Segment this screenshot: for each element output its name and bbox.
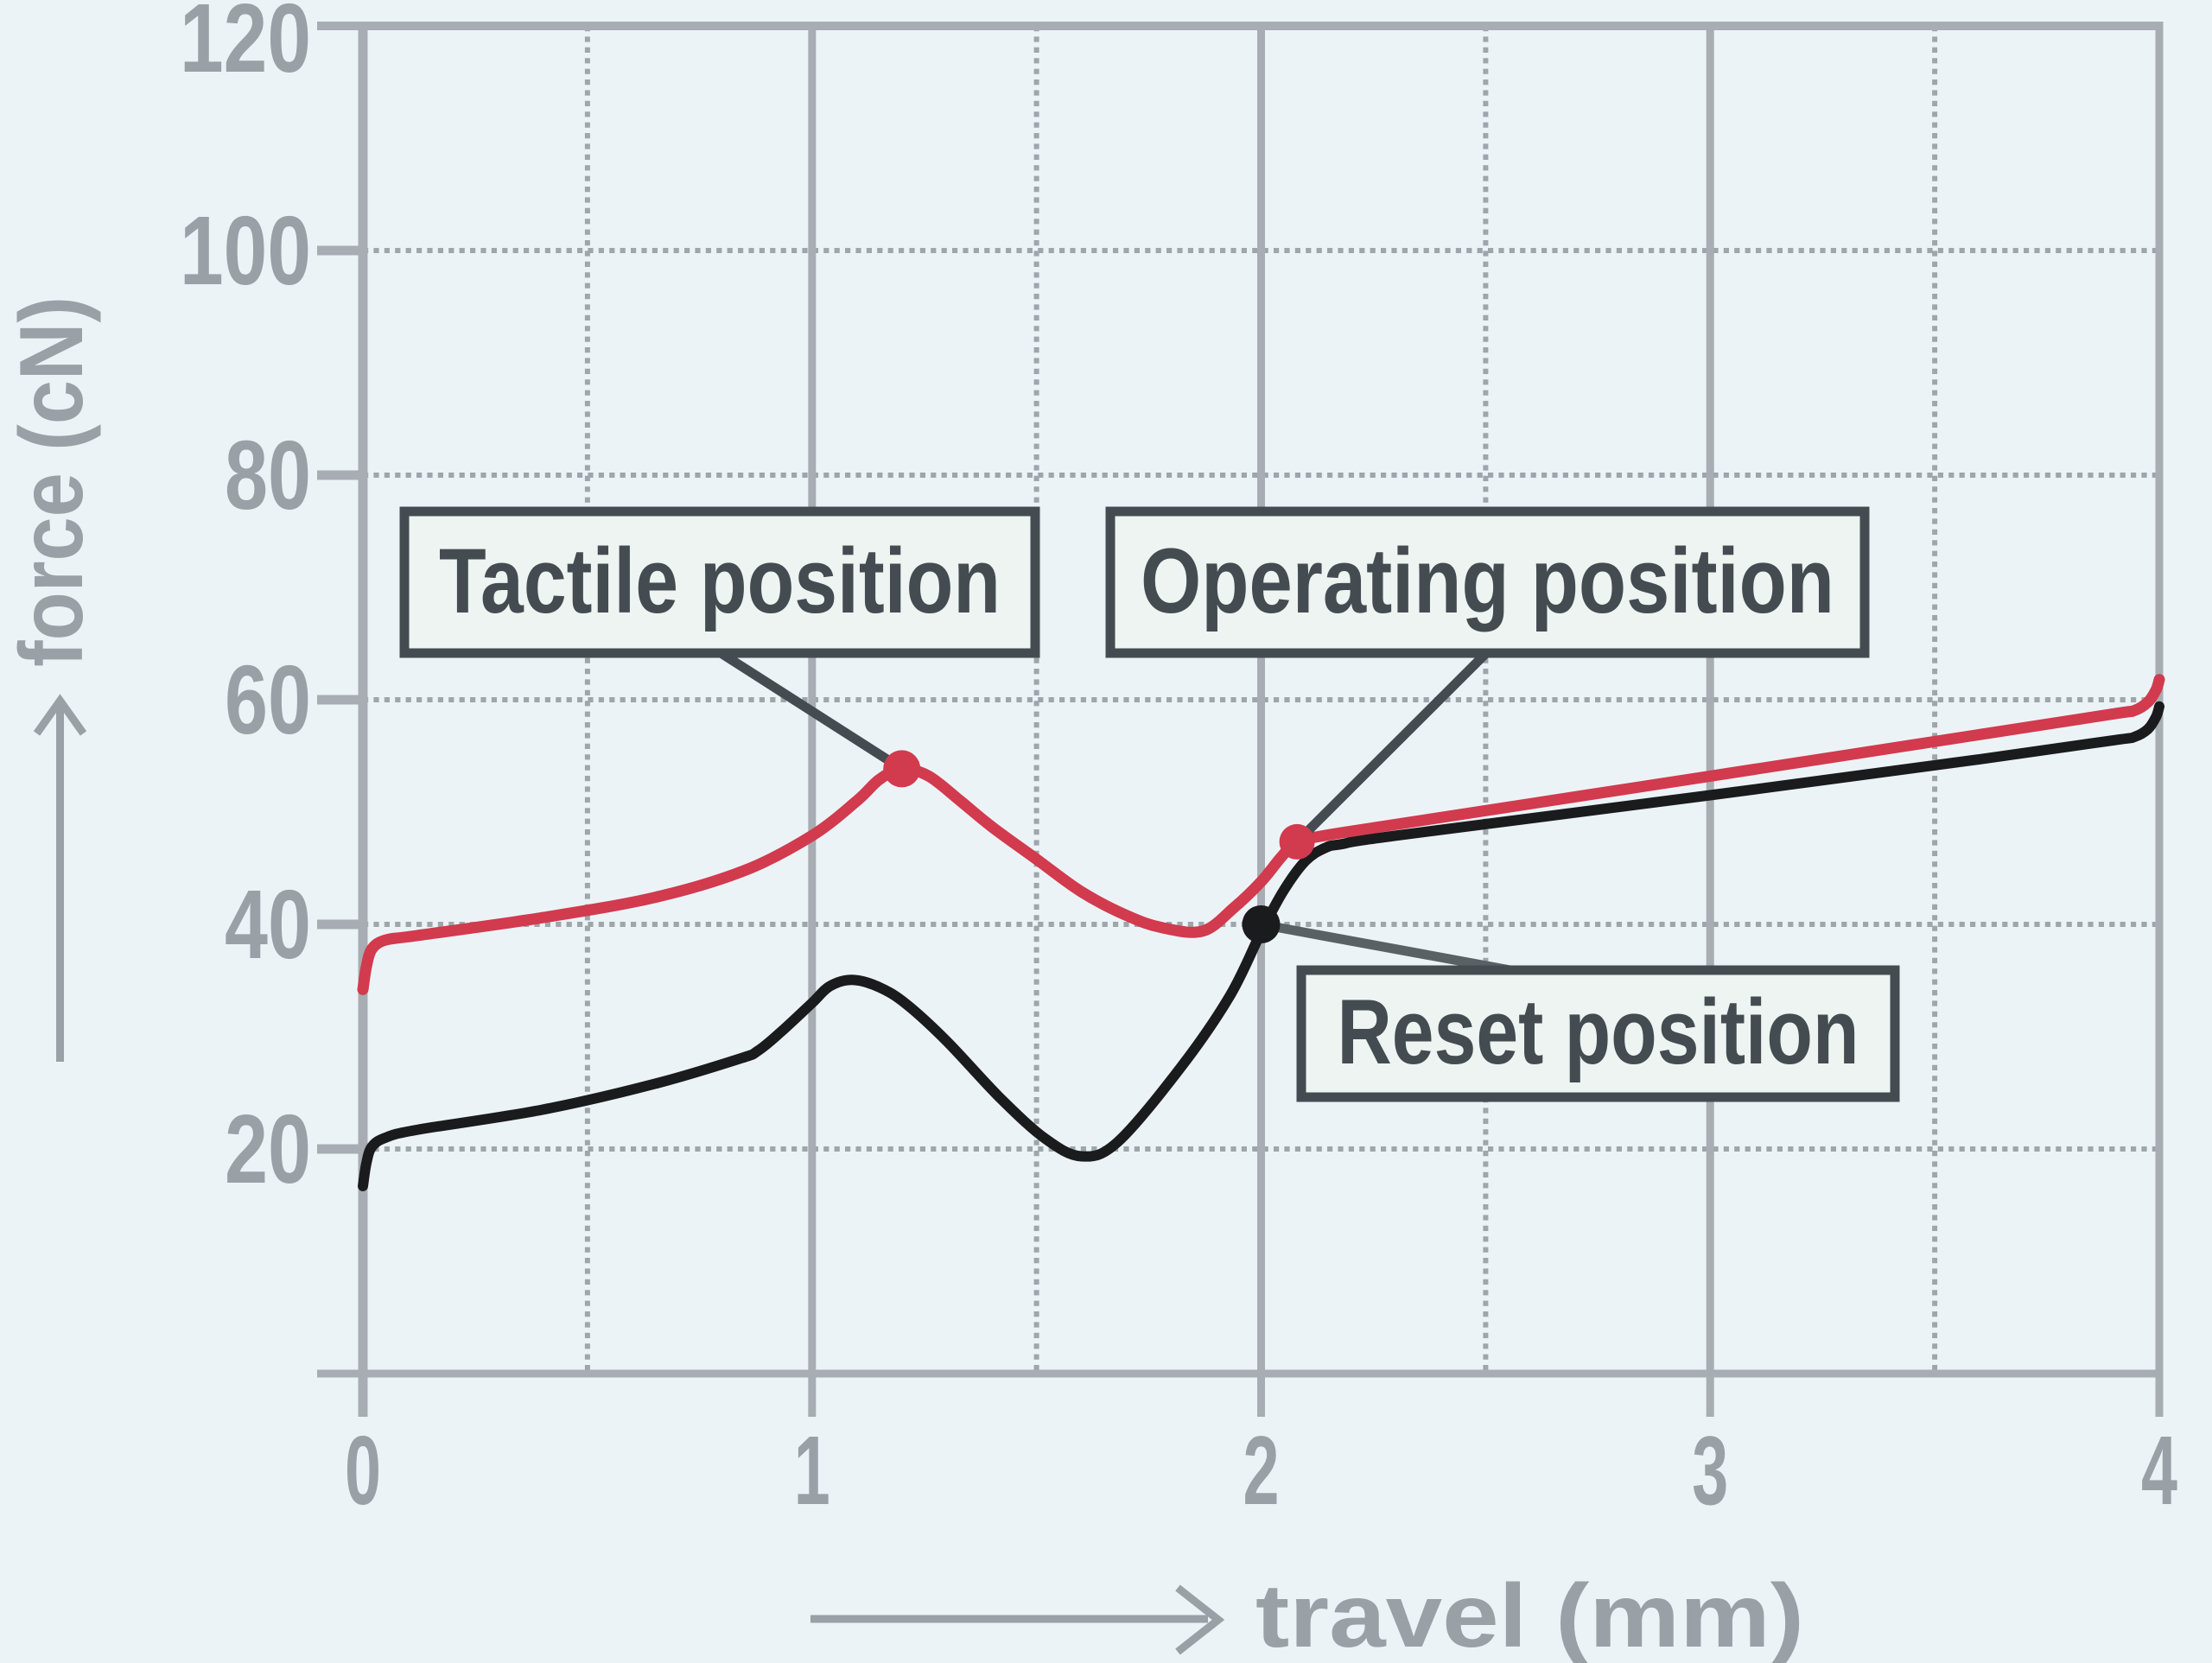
svg-text:20: 20 <box>225 1095 311 1203</box>
svg-text:60: 60 <box>225 645 311 754</box>
svg-text:travel (mm): travel (mm) <box>1255 1566 1804 1663</box>
svg-text:40: 40 <box>225 870 311 979</box>
svg-text:Operating position: Operating position <box>1141 529 1834 632</box>
svg-text:120: 120 <box>180 0 311 92</box>
svg-text:Tactile position: Tactile position <box>439 529 1001 632</box>
svg-text:Reset position: Reset position <box>1338 980 1859 1083</box>
svg-text:80: 80 <box>225 421 311 530</box>
svg-text:2: 2 <box>1243 1416 1280 1525</box>
svg-text:4: 4 <box>2141 1416 2177 1525</box>
svg-text:1: 1 <box>794 1416 830 1525</box>
svg-text:3: 3 <box>1692 1416 1728 1525</box>
svg-text:0: 0 <box>345 1416 381 1525</box>
svg-text:force (cN): force (cN) <box>2 296 102 667</box>
svg-text:100: 100 <box>180 196 311 305</box>
